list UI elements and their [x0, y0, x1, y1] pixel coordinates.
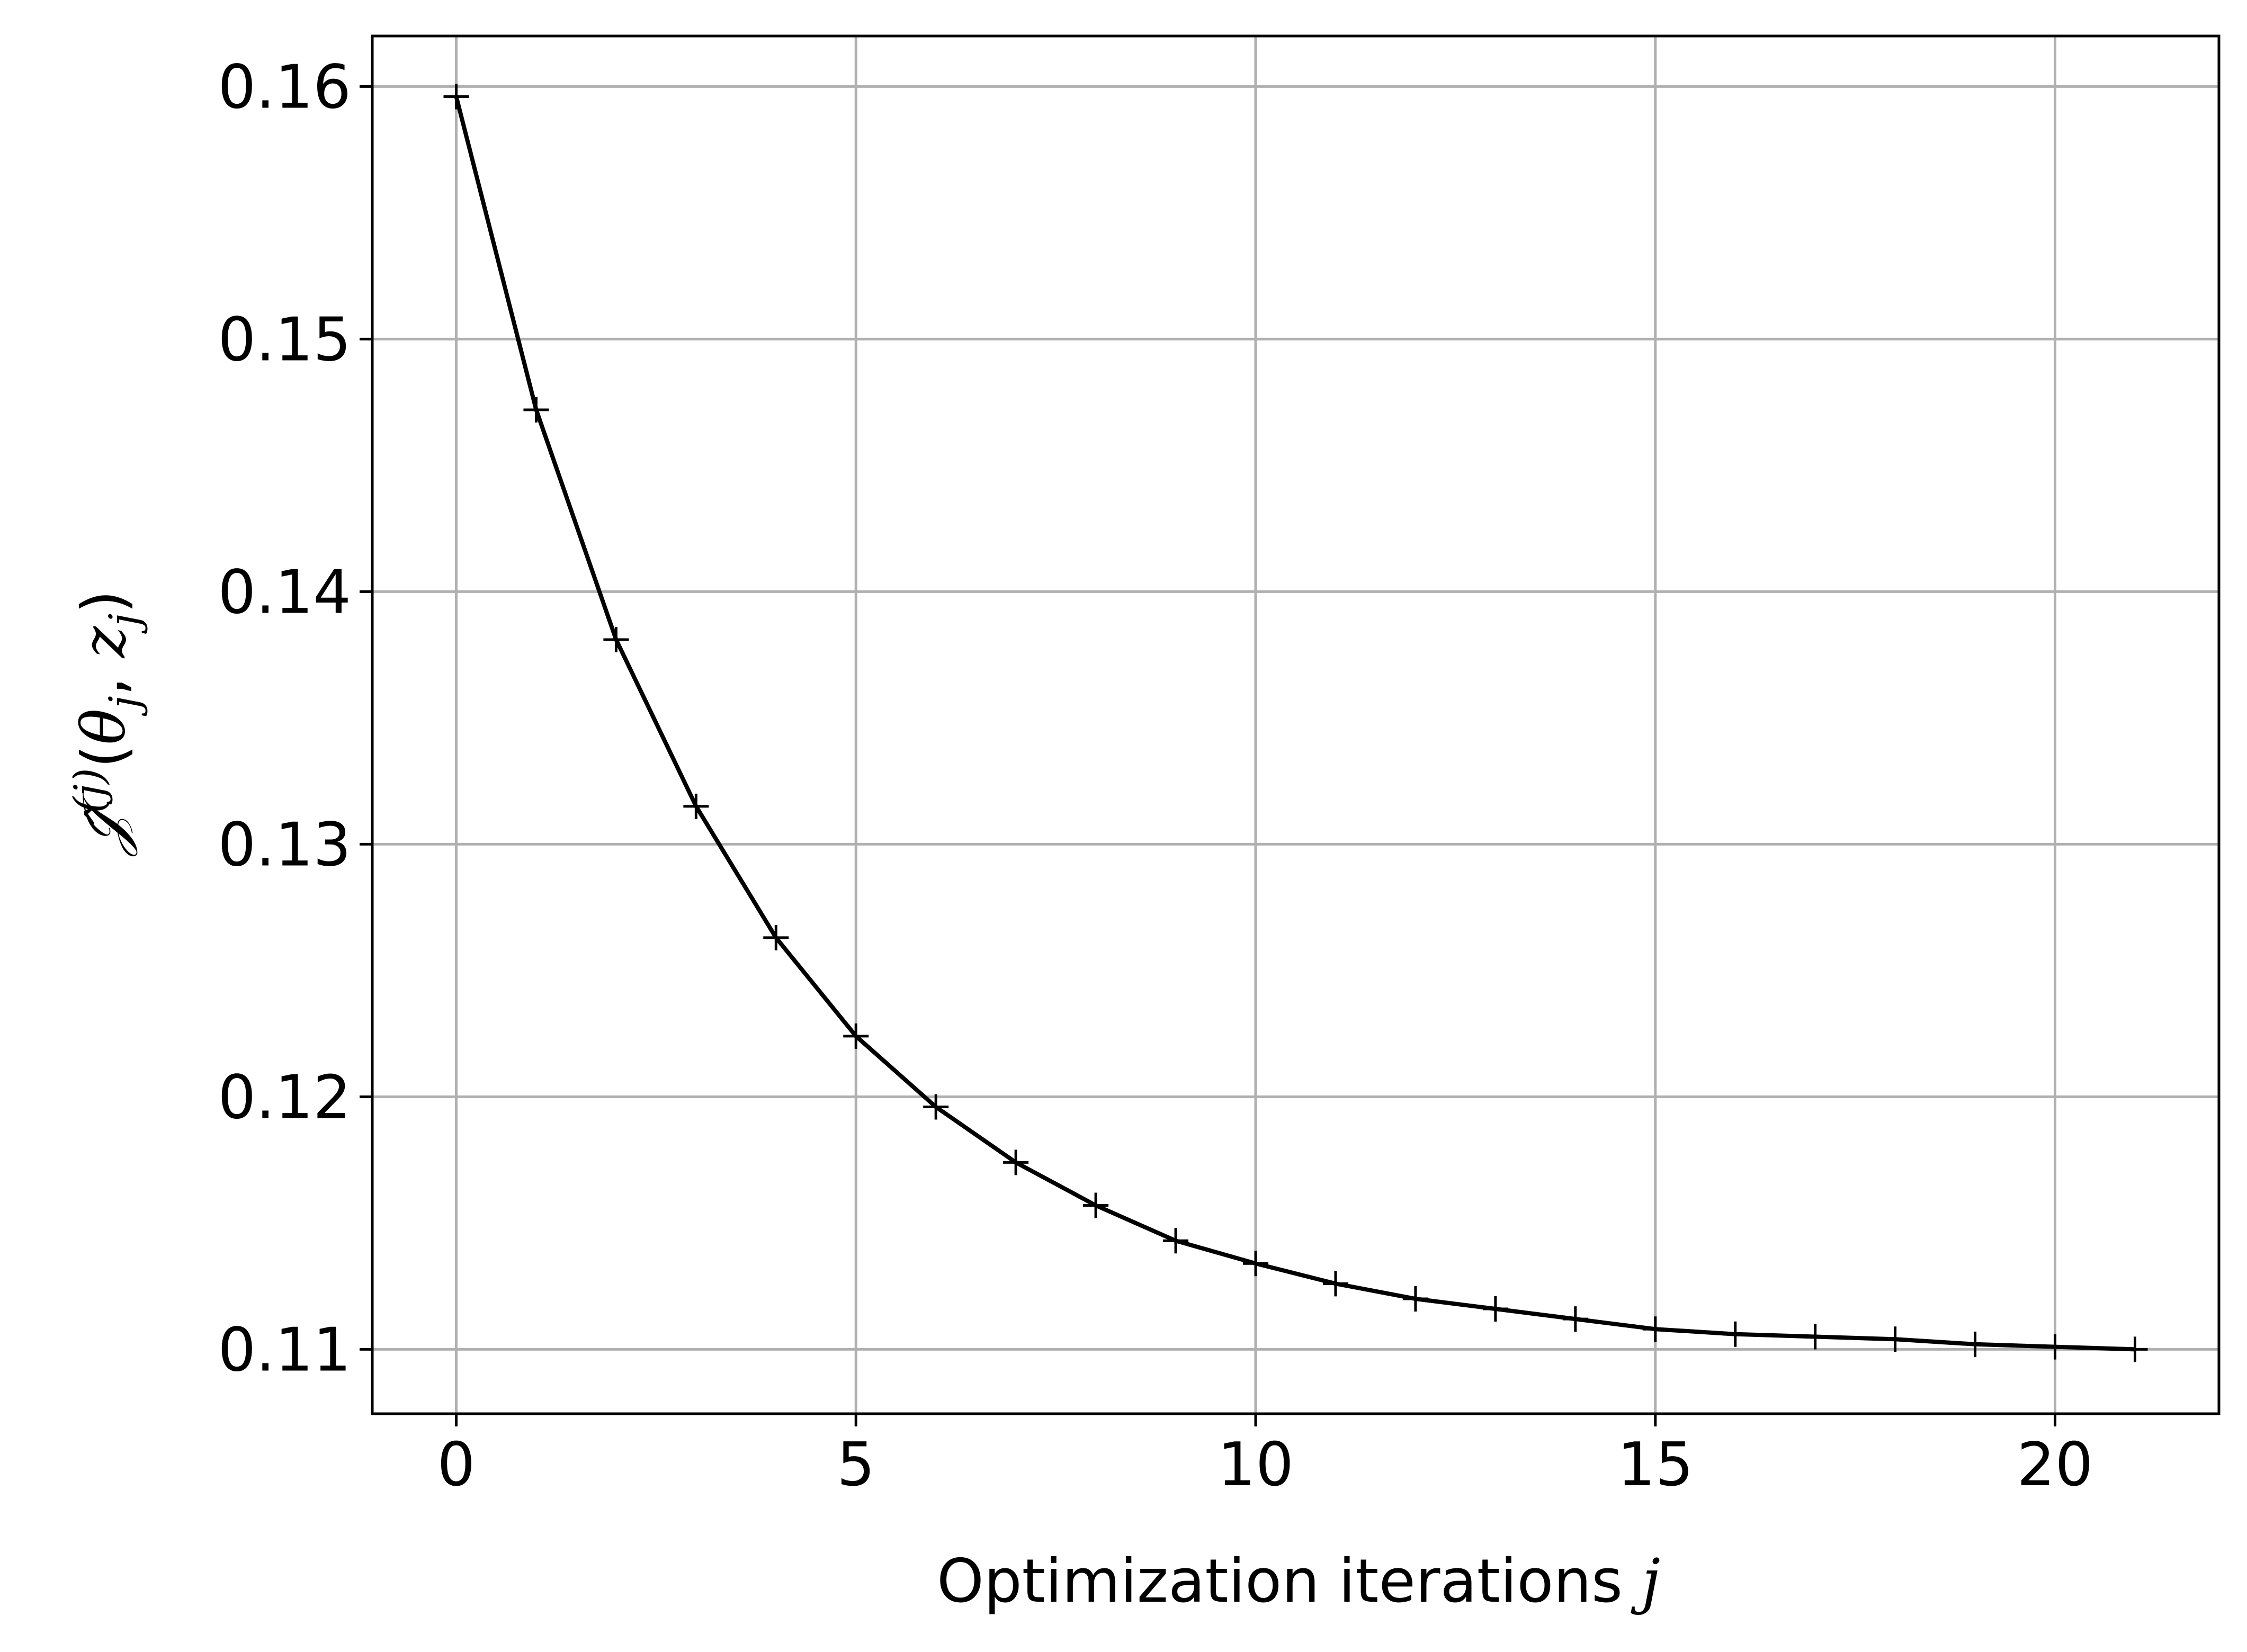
x-tick-label: 0 [437, 1430, 476, 1500]
data-point-marker [443, 84, 469, 110]
grid [372, 36, 2219, 1414]
y-tick-label: 0.13 [218, 810, 351, 879]
data-point-marker [843, 1023, 869, 1049]
x-axis-label: Optimization iterations j [937, 1546, 1660, 1616]
plot-frame [371, 34, 2221, 1415]
data-point-marker [1802, 1324, 1828, 1350]
x-tick-label: 20 [2017, 1430, 2093, 1500]
y-axis-label-z: z [69, 625, 139, 659]
data-point-marker [1642, 1316, 1668, 1342]
y-tick-label: 0.15 [218, 304, 351, 374]
y-axis-label-separator: , [69, 658, 139, 696]
x-axis-label-text: Optimization iterations [937, 1546, 1623, 1616]
data-point-marker [603, 627, 629, 653]
data-point-marker [1243, 1251, 1269, 1277]
data-point-marker [523, 397, 549, 423]
y-axis-label-theta: θ [69, 708, 139, 744]
y-axis-label-close-paren: ) [69, 590, 139, 613]
y-axis-label-open-paren: ( [69, 744, 139, 768]
ticks [360, 85, 2057, 1426]
tick-labels: 0 5 10 15 20 0.11 0.12 0.13 0.14 0.15 0.16 [218, 52, 2093, 1500]
series [443, 84, 2148, 1362]
data-point-marker [1083, 1192, 1109, 1218]
x-tick-label: 15 [1617, 1430, 1694, 1500]
y-axis-label-superscript: (j) [66, 768, 113, 813]
series-line [454, 96, 2135, 1352]
y-tick-label: 0.12 [218, 1062, 351, 1132]
data-point-marker [1482, 1296, 1508, 1322]
data-point-marker [763, 924, 789, 950]
x-tick-label: 10 [1218, 1430, 1294, 1500]
y-tick-label: 0.11 [218, 1315, 351, 1385]
data-point-marker [1322, 1271, 1348, 1297]
data-point-marker [1722, 1321, 1748, 1347]
data-point-marker [683, 793, 709, 819]
x-tick-label: 5 [837, 1430, 875, 1500]
y-tick-label: 0.14 [218, 557, 351, 627]
data-point-marker [1962, 1331, 1988, 1357]
data-point-marker [1003, 1150, 1029, 1175]
data-point-marker [1163, 1228, 1189, 1254]
data-point-marker [2122, 1336, 2148, 1362]
y-axis-label: 𝒥̂(j)(θj, zj) [66, 590, 148, 857]
data-point-marker [1562, 1306, 1588, 1332]
data-point-marker [923, 1094, 949, 1120]
data-point-marker [1402, 1286, 1428, 1312]
data-point-marker [1882, 1326, 1908, 1352]
y-tick-label: 0.16 [218, 52, 351, 122]
data-point-marker [2042, 1334, 2068, 1360]
